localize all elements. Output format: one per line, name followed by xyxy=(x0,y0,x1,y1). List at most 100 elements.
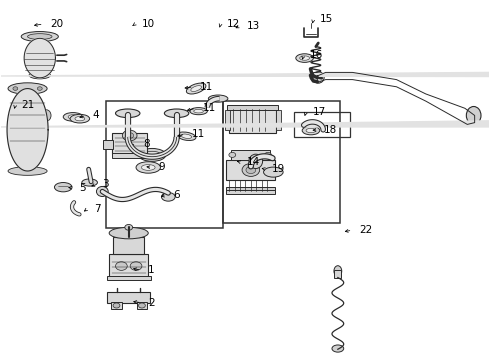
Ellipse shape xyxy=(8,167,47,175)
Text: 14: 14 xyxy=(246,157,260,167)
Ellipse shape xyxy=(334,266,342,276)
Ellipse shape xyxy=(265,152,271,157)
Bar xyxy=(107,276,151,280)
Text: 11: 11 xyxy=(200,82,213,92)
Ellipse shape xyxy=(29,72,50,79)
Ellipse shape xyxy=(122,130,137,141)
Ellipse shape xyxy=(242,163,260,176)
Ellipse shape xyxy=(97,186,108,197)
Text: 17: 17 xyxy=(313,107,326,117)
Ellipse shape xyxy=(109,227,148,239)
Text: 9: 9 xyxy=(159,162,165,172)
Bar xyxy=(103,140,113,149)
Bar xyxy=(113,237,145,253)
Bar xyxy=(109,253,148,277)
Ellipse shape xyxy=(249,154,263,168)
Ellipse shape xyxy=(246,166,256,174)
Text: 21: 21 xyxy=(22,100,35,110)
Bar xyxy=(226,187,275,191)
Ellipse shape xyxy=(82,179,98,186)
Bar xyxy=(294,112,350,137)
Ellipse shape xyxy=(177,132,196,140)
Ellipse shape xyxy=(306,129,316,133)
Ellipse shape xyxy=(313,72,324,83)
Text: 13: 13 xyxy=(246,21,260,31)
Ellipse shape xyxy=(116,109,140,118)
Text: 1: 1 xyxy=(148,265,154,275)
Ellipse shape xyxy=(8,83,47,94)
Text: 2: 2 xyxy=(148,298,154,308)
Polygon shape xyxy=(0,72,490,125)
Ellipse shape xyxy=(54,183,72,192)
Bar xyxy=(112,153,147,158)
Ellipse shape xyxy=(27,34,52,40)
Text: 3: 3 xyxy=(102,179,109,189)
Ellipse shape xyxy=(144,151,161,158)
Text: 12: 12 xyxy=(227,19,240,29)
Ellipse shape xyxy=(466,107,481,125)
Bar xyxy=(112,133,147,154)
Ellipse shape xyxy=(181,134,192,139)
Text: 20: 20 xyxy=(50,19,63,29)
Ellipse shape xyxy=(229,152,236,157)
Bar xyxy=(223,101,340,223)
Bar xyxy=(229,107,276,134)
Ellipse shape xyxy=(142,165,155,170)
Ellipse shape xyxy=(126,133,134,138)
Bar xyxy=(225,110,230,130)
Ellipse shape xyxy=(37,87,42,90)
Text: 11: 11 xyxy=(202,103,216,113)
Ellipse shape xyxy=(139,148,166,161)
Polygon shape xyxy=(24,39,55,78)
Ellipse shape xyxy=(264,167,283,177)
Ellipse shape xyxy=(296,54,314,62)
Ellipse shape xyxy=(300,56,310,60)
Polygon shape xyxy=(7,89,48,171)
Text: 8: 8 xyxy=(143,139,149,149)
Ellipse shape xyxy=(116,262,127,270)
Text: 5: 5 xyxy=(79,183,86,193)
Ellipse shape xyxy=(21,32,58,41)
Text: 22: 22 xyxy=(359,225,372,235)
Text: 16: 16 xyxy=(310,50,323,60)
Text: 6: 6 xyxy=(173,190,180,200)
Bar xyxy=(231,149,270,160)
Ellipse shape xyxy=(68,115,78,119)
Bar xyxy=(106,101,223,228)
Text: 4: 4 xyxy=(93,111,99,121)
Ellipse shape xyxy=(302,126,320,135)
Ellipse shape xyxy=(194,109,203,113)
Ellipse shape xyxy=(13,87,18,90)
Ellipse shape xyxy=(113,303,120,308)
Text: 10: 10 xyxy=(142,19,154,29)
Ellipse shape xyxy=(191,86,201,91)
Ellipse shape xyxy=(63,113,83,121)
Bar xyxy=(111,302,122,309)
Ellipse shape xyxy=(125,225,133,230)
Text: 11: 11 xyxy=(192,129,205,139)
Ellipse shape xyxy=(208,95,228,102)
Bar xyxy=(226,190,275,194)
Ellipse shape xyxy=(164,109,189,118)
Bar xyxy=(226,160,275,180)
Text: 7: 7 xyxy=(94,204,100,214)
Polygon shape xyxy=(0,12,490,127)
Ellipse shape xyxy=(130,262,142,270)
Ellipse shape xyxy=(161,193,175,201)
Bar xyxy=(276,110,281,130)
Ellipse shape xyxy=(186,83,206,94)
Ellipse shape xyxy=(332,345,343,352)
Ellipse shape xyxy=(190,108,207,115)
Text: 19: 19 xyxy=(272,164,285,174)
Bar xyxy=(107,292,150,303)
Bar xyxy=(137,302,147,309)
Bar xyxy=(227,105,278,110)
Ellipse shape xyxy=(139,303,146,308)
Ellipse shape xyxy=(136,162,160,173)
Ellipse shape xyxy=(75,117,85,121)
Text: 18: 18 xyxy=(324,125,337,135)
Bar xyxy=(334,270,341,278)
Ellipse shape xyxy=(41,110,51,121)
Ellipse shape xyxy=(70,114,90,123)
Text: 15: 15 xyxy=(320,14,333,24)
